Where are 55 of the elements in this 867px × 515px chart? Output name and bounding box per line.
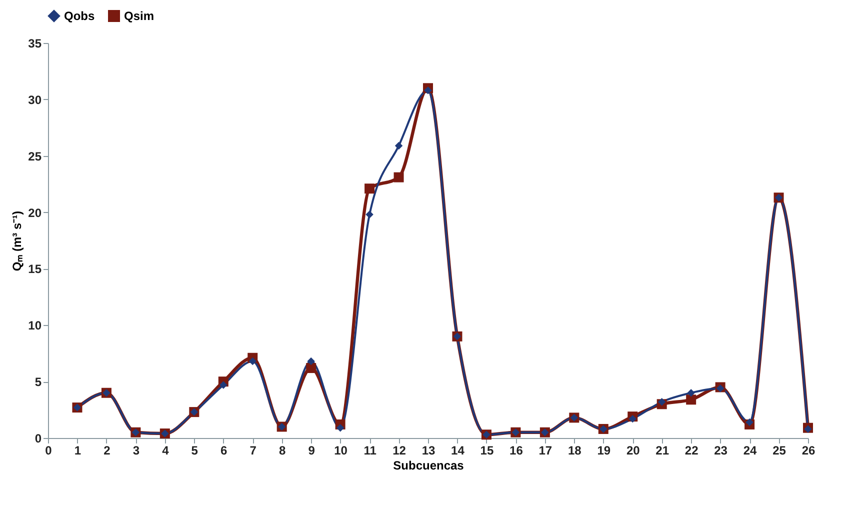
x-tick-label: 23 [714,444,728,458]
y-tick-label: 15 [28,262,42,276]
point [658,398,666,406]
x-tick-label: 16 [510,444,524,458]
point [686,394,696,405]
x-tick-label: 25 [772,444,786,458]
y-tick-label: 30 [28,92,42,107]
legend-label: Qsim [124,9,154,23]
point [687,388,695,397]
x-tick-label: 14 [451,444,465,458]
x-tick-label: 17 [538,444,552,458]
x-tick-label: 2 [104,444,111,458]
point [220,381,228,389]
x-tick-label: 22 [684,444,699,458]
y-tick-label: 5 [34,375,42,390]
y-tick-label: 0 [34,432,42,446]
x-tick-label: 11 [364,444,377,458]
point [424,86,432,94]
x-tick-label: 3 [132,444,140,458]
point [366,210,374,218]
y-tick-label: 35 [28,36,42,50]
x-tick-label: 8 [279,444,286,458]
point [394,142,403,150]
x-tick-label: 6 [220,444,228,458]
legend-label: Qobs [64,9,95,23]
x-tick-label: 15 [480,444,494,458]
point [746,418,754,426]
point [628,414,636,423]
point [336,424,344,432]
x-tick-label: 12 [392,444,406,458]
point [307,357,315,366]
x-tick-label: 10 [334,444,348,458]
point [804,425,812,433]
x-tick-label: 0 [45,444,52,458]
point [248,357,256,366]
point [394,172,404,182]
x-tick-label: 4 [162,444,170,458]
y-tick-label: 20 [28,206,42,220]
x-tick-label: 19 [597,444,611,458]
y-tick-label: 10 [28,318,42,333]
y-axis-title: Qₘ (m³ s⁻¹) [10,210,24,272]
x-tick-label: 9 [308,444,316,458]
x-axis-title: Subcuencas [393,458,464,472]
x-tick-label: 21 [656,444,670,458]
x-tick-label: 24 [743,444,758,458]
x-tick-label: 20 [626,444,640,458]
x-tick-label: 7 [250,444,257,458]
point [306,363,316,374]
x-tick-label: 13 [422,444,436,458]
x-tick-label: 5 [191,444,198,458]
x-tick-label: 26 [802,444,816,458]
x-tick-label: 1 [74,444,82,458]
y-tick-label: 25 [28,149,42,164]
x-tick-label: 18 [568,444,582,458]
point [364,184,375,194]
